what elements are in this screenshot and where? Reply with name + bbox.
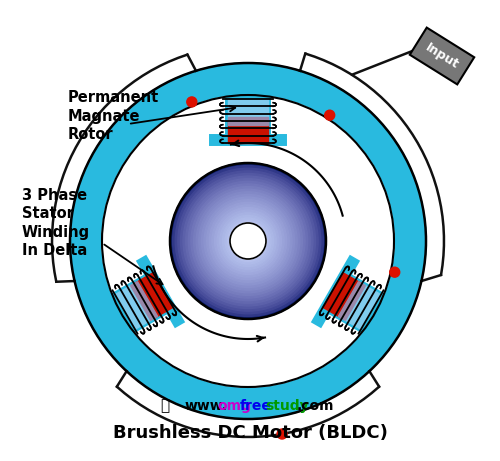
Circle shape [222, 215, 274, 266]
Circle shape [212, 205, 284, 277]
Circle shape [178, 171, 318, 311]
Polygon shape [228, 117, 268, 125]
Circle shape [202, 195, 294, 288]
Circle shape [230, 223, 266, 259]
Text: .com: .com [297, 399, 335, 413]
Circle shape [183, 176, 313, 306]
Polygon shape [210, 135, 286, 145]
Polygon shape [110, 275, 167, 333]
Circle shape [324, 110, 334, 120]
Circle shape [210, 202, 286, 280]
Circle shape [70, 63, 426, 419]
Circle shape [191, 184, 305, 298]
Circle shape [238, 231, 258, 251]
Text: Input: Input [423, 41, 461, 71]
Circle shape [186, 179, 310, 303]
Circle shape [246, 239, 250, 243]
Polygon shape [115, 284, 154, 329]
Text: Permanent
Magnate
Rotor: Permanent Magnate Rotor [68, 90, 159, 142]
Circle shape [175, 168, 321, 314]
Text: free: free [240, 399, 272, 413]
Circle shape [102, 95, 394, 387]
Text: www.: www. [185, 399, 228, 413]
Circle shape [277, 429, 287, 439]
Circle shape [217, 210, 279, 272]
Polygon shape [329, 275, 386, 333]
Text: 3 Phase
Stator
Winding
In Delta: 3 Phase Stator Winding In Delta [22, 188, 90, 259]
Circle shape [214, 207, 282, 274]
Polygon shape [342, 284, 381, 329]
Circle shape [241, 234, 255, 248]
Polygon shape [228, 121, 268, 143]
Circle shape [244, 236, 252, 246]
Circle shape [194, 187, 302, 296]
Circle shape [225, 218, 271, 264]
FancyBboxPatch shape [410, 28, 474, 84]
Text: study: study [265, 399, 308, 413]
Circle shape [170, 163, 326, 319]
Polygon shape [312, 256, 359, 327]
Polygon shape [338, 282, 365, 320]
Text: Brushless DC Motor (BLDC): Brushless DC Motor (BLDC) [112, 424, 388, 442]
Circle shape [187, 97, 197, 107]
Circle shape [233, 226, 263, 256]
Polygon shape [228, 99, 268, 121]
Circle shape [188, 181, 308, 301]
Polygon shape [226, 95, 270, 135]
Circle shape [236, 229, 260, 254]
Circle shape [230, 223, 266, 259]
Circle shape [196, 189, 300, 293]
Circle shape [204, 197, 292, 285]
Polygon shape [134, 272, 173, 319]
Circle shape [220, 213, 276, 269]
Circle shape [228, 221, 268, 261]
Text: 📚: 📚 [160, 398, 170, 414]
Circle shape [390, 267, 400, 277]
Polygon shape [137, 256, 184, 327]
Text: omg: omg [217, 399, 251, 413]
Circle shape [180, 173, 316, 308]
Circle shape [206, 200, 290, 282]
Circle shape [172, 165, 324, 316]
Circle shape [199, 192, 297, 290]
Polygon shape [323, 272, 362, 319]
Polygon shape [130, 282, 158, 320]
